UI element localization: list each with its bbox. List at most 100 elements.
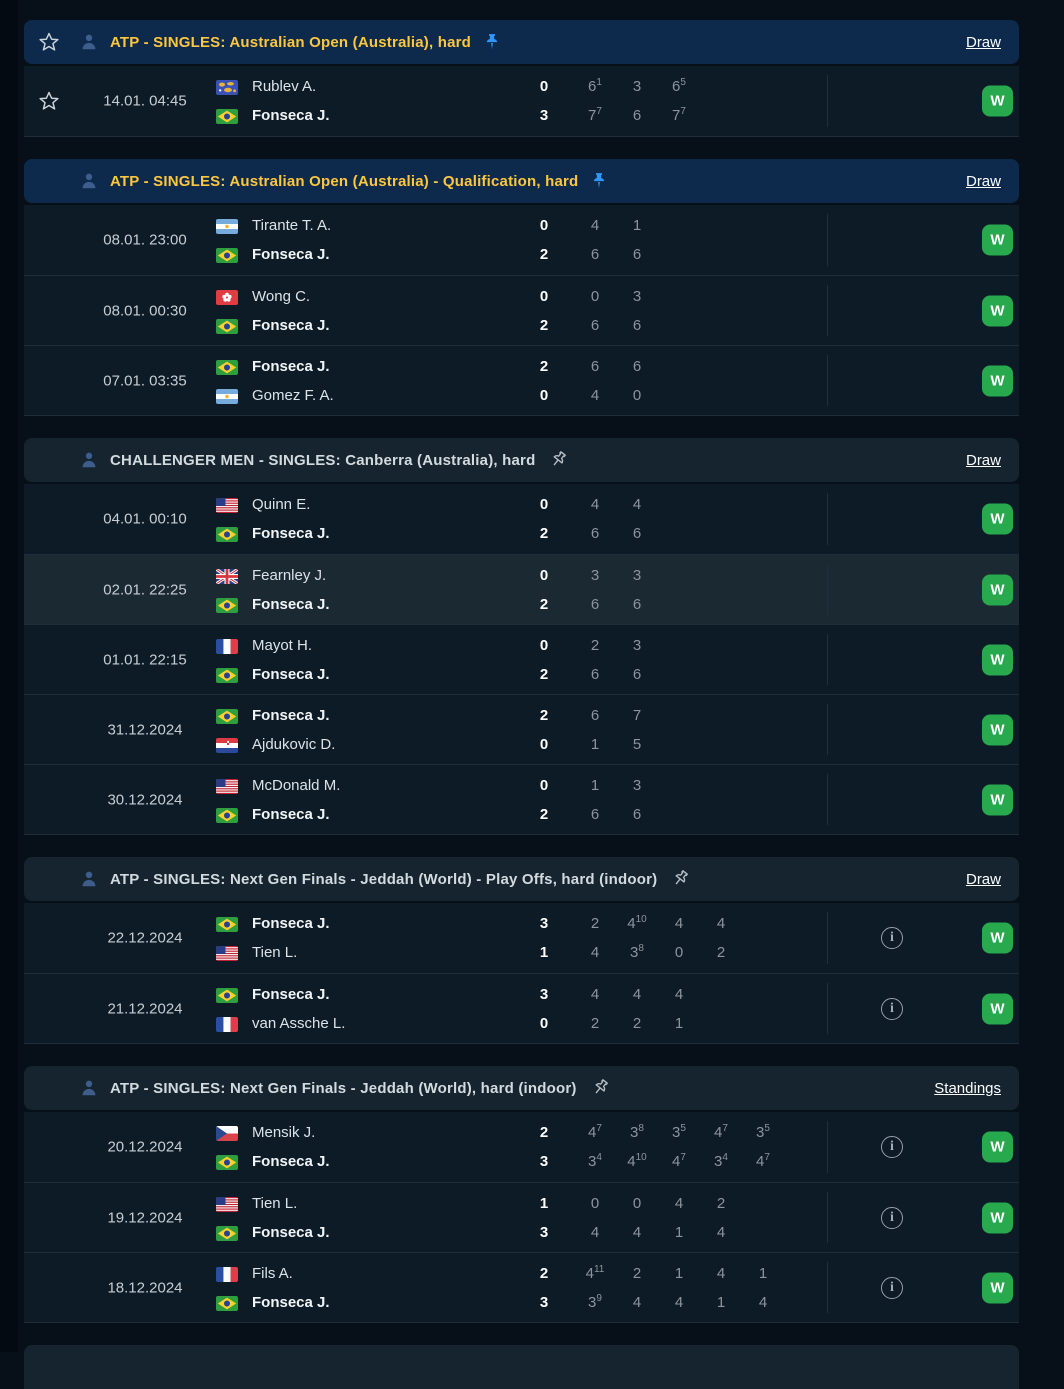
match-row[interactable]: 20.12.2024 Mensik J. 2 47 38 35 47 35 Fonseca J.… xyxy=(24,1112,1019,1182)
match-row[interactable]: 08.01. 23:00 Tirante T. A. 0 4 1 Fonseca J. 2 6… xyxy=(24,205,1019,275)
info-icon[interactable]: i xyxy=(881,1276,903,1299)
match-list: 08.01. 23:00 Tirante T. A. 0 4 1 Fonseca J. 2 6… xyxy=(24,205,1019,416)
match-results-list: ATP - SINGLES: Australian Open (Australi… xyxy=(24,20,1019,1389)
set-value: 6 xyxy=(590,666,600,683)
match-score: 2 xyxy=(539,806,549,823)
flag-france-icon xyxy=(216,638,238,654)
set-score: 39 xyxy=(574,1289,616,1317)
player-name: Fonseca J. xyxy=(252,666,330,683)
section-action-link[interactable]: Draw xyxy=(965,33,1001,51)
match-row[interactable]: 30.12.2024 McDonald M. 0 1 3 Fonseca J. 2 6 6 W xyxy=(24,764,1019,834)
win-badge[interactable]: W xyxy=(982,224,1013,256)
section-action-link[interactable]: Draw xyxy=(965,870,1001,888)
win-badge[interactable]: W xyxy=(982,365,1013,396)
set-score: 47 xyxy=(742,1148,784,1176)
section-header: ATP - SINGLES: Australian Open (Australi… xyxy=(24,20,1019,64)
win-badge[interactable]: W xyxy=(982,784,1013,815)
section-action-link[interactable]: Standings xyxy=(934,1079,1001,1097)
favorite-star-icon[interactable] xyxy=(38,31,60,53)
win-badge[interactable]: W xyxy=(982,1202,1013,1233)
win-badge[interactable]: W xyxy=(982,574,1013,605)
set-score: 47 xyxy=(700,1119,742,1147)
set-score: 6 xyxy=(616,591,658,619)
column-divider xyxy=(827,214,828,266)
set-value: 3 xyxy=(632,567,642,584)
tiebreak-score: 7 xyxy=(596,106,602,117)
win-badge[interactable]: W xyxy=(982,503,1013,535)
match-row[interactable]: 01.01. 22:15 Mayot H. 0 2 3 Fonseca J. 2 6 6 W xyxy=(24,624,1019,694)
pin-filled-icon[interactable] xyxy=(590,170,608,192)
player-name: Fonseca J. xyxy=(252,806,330,823)
set-score: 4 xyxy=(616,981,658,1009)
section-header: ATP - SINGLES: Next Gen Finals - Jeddah … xyxy=(24,1066,1019,1110)
win-badge[interactable]: W xyxy=(982,1131,1013,1163)
match-row[interactable]: 07.01. 03:35 Fonseca J. 2 6 6 Gomez F. A. 0 4 0 W xyxy=(24,345,1019,415)
match-row[interactable]: 22.12.2024 Fonseca J. 3 2 410 4 4 Tien L. 1 4 38 0 2… xyxy=(24,903,1019,973)
win-badge[interactable]: W xyxy=(982,85,1013,117)
set-score: 6 xyxy=(616,801,658,829)
pin-outline-icon[interactable] xyxy=(669,868,691,890)
win-badge[interactable]: W xyxy=(982,644,1013,675)
info-icon[interactable]: i xyxy=(881,927,903,949)
set-score: 6 xyxy=(574,591,616,619)
person-icon xyxy=(80,1079,98,1097)
player-name: Fonseca J. xyxy=(252,525,330,542)
section-title: ATP - SINGLES: Next Gen Finals - Jeddah … xyxy=(110,1079,577,1097)
set-value: 2 xyxy=(716,944,726,961)
info-icon[interactable]: i xyxy=(881,1136,903,1158)
info-icon[interactable]: i xyxy=(881,997,903,1020)
win-badge[interactable]: W xyxy=(982,1272,1013,1303)
tiebreak-score: 10 xyxy=(635,1152,647,1163)
pin-outline-icon[interactable] xyxy=(547,449,569,471)
match-row[interactable]: 21.12.2024 Fonseca J. 3 4 4 4 van Assche L. 0 2 2… xyxy=(24,973,1019,1043)
set-value: 6 xyxy=(632,317,642,334)
win-badge[interactable]: W xyxy=(982,295,1013,326)
set-score: 6 xyxy=(574,353,616,381)
match-row[interactable]: 08.01. 00:30 Wong C. 0 0 3 Fonseca J. 2 6 6 W xyxy=(24,275,1019,345)
set-value: 0 xyxy=(674,944,684,961)
player-line: Fonseca J. 2 6 6 xyxy=(24,520,1019,548)
pin-outline-icon[interactable] xyxy=(589,1077,611,1099)
set-score: 5 xyxy=(616,731,658,759)
flag-brazil-icon xyxy=(216,108,238,124)
match-row[interactable]: 19.12.2024 Tien L. 1 0 0 4 2 Fonseca J. 3 4 4 1 4 i W xyxy=(24,1182,1019,1252)
match-score: 3 xyxy=(539,1224,549,1241)
player-name: Fonseca J. xyxy=(252,1153,330,1170)
player-name: Fonseca J. xyxy=(252,246,330,263)
info-icon[interactable]: i xyxy=(881,1206,903,1229)
favorite-star-icon[interactable] xyxy=(38,90,60,112)
tiebreak-score: 11 xyxy=(593,1264,605,1275)
match-score: 2 xyxy=(539,358,549,375)
set-value: 3 xyxy=(756,1124,765,1141)
set-score: 2 xyxy=(700,939,742,967)
set-score: 0 xyxy=(574,283,616,311)
match-row[interactable]: 31.12.2024 Fonseca J. 2 6 7 Ajdukovic D. 0 1 5 W xyxy=(24,694,1019,764)
set-value: 1 xyxy=(590,777,600,794)
player-name: Fonseca J. xyxy=(252,358,330,375)
win-badge[interactable]: W xyxy=(982,922,1013,954)
set-value: 2 xyxy=(590,915,600,932)
set-value: 2 xyxy=(590,637,600,654)
column-divider xyxy=(827,634,828,685)
match-row[interactable]: 04.01. 00:10 Quinn E. 0 4 4 Fonseca J. 2 6 6 W xyxy=(24,484,1019,554)
set-score: 1 xyxy=(658,1260,700,1288)
flag-hong-kong-icon xyxy=(216,289,238,305)
pin-filled-icon[interactable] xyxy=(483,31,501,53)
match-row[interactable]: 18.12.2024 Fils A. 2 411 2 1 4 1 Fonseca J. 3 39 4 4… xyxy=(24,1252,1019,1322)
column-divider xyxy=(827,1192,828,1243)
section-action-link[interactable]: Draw xyxy=(965,172,1001,190)
match-list: 22.12.2024 Fonseca J. 3 2 410 4 4 Tien L. 1 4 38 0 2… xyxy=(24,903,1019,1044)
column-divider xyxy=(827,704,828,755)
set-score: 4 xyxy=(700,1260,742,1288)
match-row[interactable]: 14.01. 04:45 Rublev A. 0 61 3 65 Fonseca J. 3 77… xyxy=(24,66,1019,136)
match-score: 3 xyxy=(539,107,549,124)
section-action-link[interactable]: Draw xyxy=(965,451,1001,469)
player-line: Fonseca J. 3 4 4 1 4 xyxy=(24,1219,1019,1247)
win-badge[interactable]: W xyxy=(982,993,1013,1024)
win-badge[interactable]: W xyxy=(982,714,1013,745)
set-value: 0 xyxy=(632,1195,642,1212)
match-row[interactable]: 02.01. 22:25 Fearnley J. 0 3 3 Fonseca J. 2 6 6 W xyxy=(24,554,1019,624)
set-value: 3 xyxy=(632,637,642,654)
match-date: 22.12.2024 xyxy=(107,929,183,947)
set-value: 3 xyxy=(714,1153,723,1170)
